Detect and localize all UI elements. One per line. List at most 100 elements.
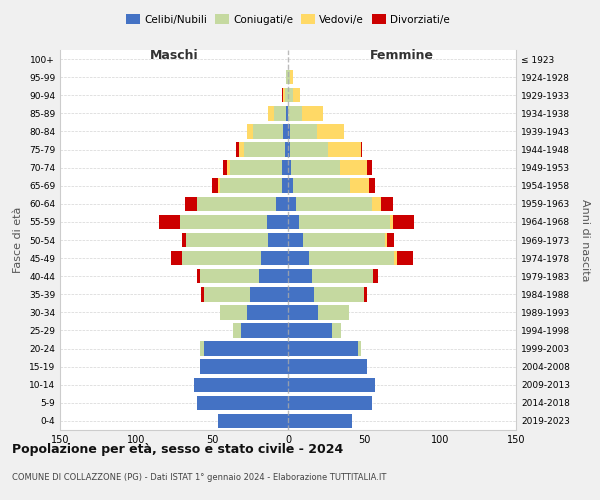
- Bar: [194, 378, 288, 392]
- Bar: [361, 142, 362, 157]
- Bar: [220, 305, 247, 320]
- Bar: [288, 378, 374, 392]
- Bar: [260, 251, 288, 266]
- Bar: [200, 269, 259, 283]
- Bar: [340, 160, 367, 175]
- Bar: [288, 233, 303, 247]
- Text: Maschi: Maschi: [149, 49, 199, 62]
- Bar: [364, 287, 367, 302]
- Bar: [186, 233, 268, 247]
- Y-axis label: Fasce di età: Fasce di età: [13, 207, 23, 273]
- Bar: [387, 233, 394, 247]
- Text: COMUNE DI COLLAZZONE (PG) - Dati ISTAT 1° gennaio 2024 - Elaborazione TUTTITALIA: COMUNE DI COLLAZZONE (PG) - Dati ISTAT 1…: [12, 472, 386, 482]
- Legend: Celibi/Nubili, Coniugati/e, Vedovi/e, Divorziati/e: Celibi/Nubili, Coniugati/e, Vedovi/e, Di…: [122, 10, 454, 29]
- Bar: [244, 142, 285, 157]
- Bar: [159, 214, 180, 229]
- Bar: [233, 323, 241, 338]
- Bar: [247, 305, 288, 320]
- Bar: [288, 251, 309, 266]
- Bar: [274, 106, 286, 120]
- Bar: [350, 178, 368, 193]
- Bar: [288, 269, 313, 283]
- Bar: [288, 124, 290, 138]
- Bar: [314, 287, 364, 302]
- Bar: [290, 70, 293, 84]
- Bar: [358, 342, 361, 356]
- Bar: [282, 178, 288, 193]
- Bar: [247, 124, 253, 138]
- Bar: [283, 124, 288, 138]
- Bar: [267, 214, 288, 229]
- Bar: [197, 396, 288, 410]
- Bar: [367, 160, 371, 175]
- Bar: [393, 214, 414, 229]
- Bar: [288, 142, 290, 157]
- Bar: [296, 196, 371, 211]
- Bar: [180, 214, 267, 229]
- Bar: [332, 323, 341, 338]
- Bar: [288, 88, 293, 102]
- Bar: [309, 251, 394, 266]
- Bar: [202, 287, 205, 302]
- Text: Popolazione per età, sesso e stato civile - 2024: Popolazione per età, sesso e stato civil…: [12, 442, 343, 456]
- Bar: [285, 142, 288, 157]
- Bar: [394, 251, 397, 266]
- Bar: [290, 124, 317, 138]
- Bar: [288, 414, 352, 428]
- Bar: [200, 342, 205, 356]
- Bar: [290, 142, 328, 157]
- Bar: [205, 287, 250, 302]
- Bar: [282, 88, 283, 102]
- Bar: [328, 142, 361, 157]
- Bar: [227, 160, 230, 175]
- Bar: [250, 287, 288, 302]
- Bar: [381, 196, 393, 211]
- Bar: [171, 251, 182, 266]
- Bar: [293, 178, 350, 193]
- Bar: [288, 360, 367, 374]
- Bar: [268, 106, 274, 120]
- Bar: [182, 251, 260, 266]
- Bar: [218, 178, 220, 193]
- Bar: [230, 160, 282, 175]
- Bar: [218, 414, 288, 428]
- Bar: [241, 323, 288, 338]
- Bar: [220, 178, 282, 193]
- Bar: [286, 106, 288, 120]
- Bar: [239, 142, 244, 157]
- Bar: [293, 88, 300, 102]
- Bar: [302, 106, 323, 120]
- Bar: [317, 124, 344, 138]
- Bar: [200, 360, 288, 374]
- Bar: [185, 196, 197, 211]
- Bar: [303, 233, 385, 247]
- Bar: [371, 196, 381, 211]
- Text: Femmine: Femmine: [370, 49, 434, 62]
- Bar: [286, 70, 288, 84]
- Bar: [212, 178, 218, 193]
- Bar: [285, 88, 288, 102]
- Bar: [288, 287, 314, 302]
- Bar: [282, 160, 288, 175]
- Bar: [288, 106, 302, 120]
- Bar: [385, 233, 387, 247]
- Bar: [205, 342, 288, 356]
- Bar: [368, 178, 374, 193]
- Bar: [291, 160, 340, 175]
- Bar: [288, 178, 293, 193]
- Bar: [182, 233, 186, 247]
- Bar: [288, 305, 319, 320]
- Bar: [253, 124, 283, 138]
- Bar: [268, 233, 288, 247]
- Bar: [236, 142, 239, 157]
- Bar: [288, 214, 299, 229]
- Bar: [319, 305, 349, 320]
- Bar: [288, 196, 296, 211]
- Bar: [259, 269, 288, 283]
- Bar: [288, 323, 332, 338]
- Bar: [288, 396, 371, 410]
- Bar: [288, 160, 291, 175]
- Bar: [197, 196, 276, 211]
- Bar: [313, 269, 373, 283]
- Bar: [197, 269, 200, 283]
